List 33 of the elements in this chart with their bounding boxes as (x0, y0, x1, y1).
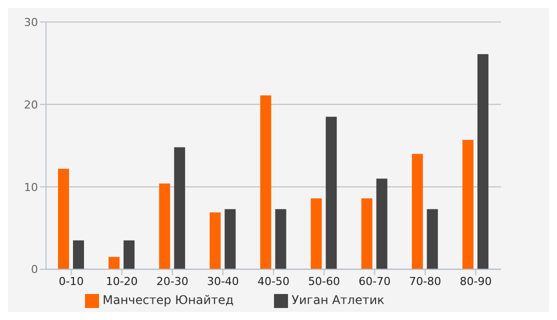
y-tick-label: 20 (24, 98, 38, 112)
bar (462, 140, 474, 270)
y-tick-label: 0 (31, 263, 38, 276)
x-tick-label: 40-50 (258, 275, 290, 288)
bar (159, 184, 170, 270)
bar (108, 256, 120, 270)
bar (376, 178, 388, 270)
x-tick-label: 30-40 (206, 275, 239, 288)
bar (260, 95, 272, 270)
x-tick-label: 70-80 (409, 275, 442, 288)
x-tick-label: 80-90 (460, 275, 492, 288)
bar (174, 147, 186, 270)
x-tick-label: 0-10 (58, 275, 84, 288)
bar (224, 209, 236, 270)
y-tick-label: 30 (24, 16, 38, 29)
x-tick-label: 20-30 (156, 275, 188, 288)
legend-label: Уиган Атлетик (292, 293, 384, 308)
bar (124, 240, 135, 270)
bar (210, 212, 221, 270)
x-tick-label: 10-20 (106, 275, 138, 288)
bar (310, 198, 322, 270)
bar (275, 209, 286, 270)
bar (361, 198, 372, 270)
bar (477, 54, 488, 270)
bar (326, 116, 337, 270)
x-tick-label: 60-70 (358, 275, 391, 288)
legend-label: Манчестер Юнайтед (102, 293, 234, 308)
y-tick-label: 10 (24, 180, 38, 194)
bar (426, 209, 438, 270)
bar (73, 240, 84, 270)
bar (58, 168, 69, 270)
bar (412, 154, 423, 270)
x-tick-label: 50-60 (308, 275, 340, 288)
